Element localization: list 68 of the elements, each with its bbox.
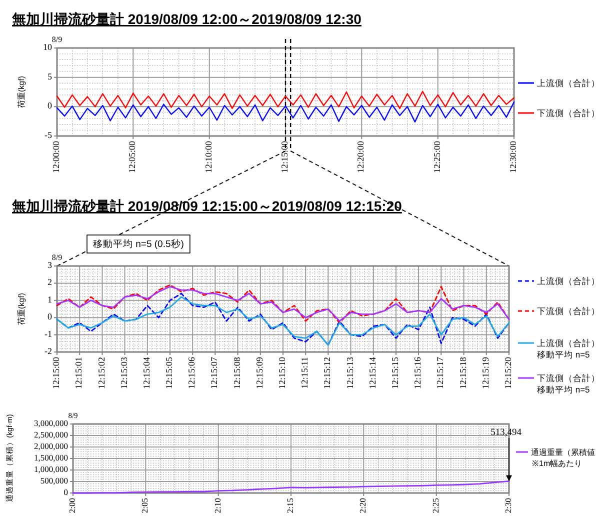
y-tick-label: -1 [44,328,52,339]
legend-label: 下流側（合計） [537,108,600,118]
x-tick-label: 12:15:16 [412,356,423,390]
y-tick-label: 10 [43,42,52,52]
y-tick-label: 0 [48,312,52,322]
y-tick-label: 1,500,000 [34,452,68,462]
x-tick-label: 12:15:04 [141,356,152,390]
x-tick-label: 12:15:13 [344,356,355,390]
x-tick-label: 12:15:14 [367,356,378,390]
y-tick-label: 2,000,000 [34,440,68,451]
x-tick-label: 2:15 [284,498,295,514]
y-axis-title: 荷重(kgf) [17,76,26,108]
x-tick-label: 12:15:10 [277,356,288,390]
x-tick-label: 12:15:20 [503,356,514,390]
y-tick-label: 5 [48,71,52,82]
x-tick-label: 12:15:18 [458,356,468,390]
y-tick-label: 1,000,000 [34,464,68,474]
x-tick-label: 12:15:09 [254,356,264,390]
legend-label: 下流側（合計） [537,306,600,316]
x-tick-label: 12:15:19 [480,356,490,390]
text: 8/9 [52,35,62,44]
annotation: 513,494 [490,428,522,438]
x-tick-label: 12:15:06 [186,356,197,390]
legend-label: 通過重量（累積値 [531,448,595,457]
x-tick-label: 12:00:00 [51,140,62,174]
x-tick-label: 12:15:02 [96,357,106,390]
x-tick-label: 2:10 [212,498,222,514]
y-tick-label: 3 [48,260,52,270]
y-tick-label: 0 [64,486,68,497]
x-tick-label: 2:30 [502,498,513,514]
text: 8/9 [52,253,62,262]
x-tick-label: 2:25 [430,498,440,514]
legend-label: 下流側（合計）移動平均 n=5 [537,373,600,394]
legend-label: 上流側（合計） [537,78,600,88]
x-tick-label: 2:20 [358,498,368,514]
x-tick-label: 12:15:08 [232,356,242,390]
line-series [56,90,515,110]
y-tick-label: 2,500,000 [34,429,68,440]
y-axis-title: 荷重(kgf) [17,292,26,325]
x-tick-label: 12:15:00 [280,140,290,174]
x-tick-label: 2:00 [66,498,77,514]
legend-label: 上流側（合計）移動平均 n=5 [537,338,600,360]
x-tick-label: 12:25:00 [432,140,442,174]
text: ※1m幅あたり [532,459,582,468]
x-tick-label: 12:10:00 [203,140,214,174]
y-tick-label: -2 [44,346,52,356]
x-tick-label: 12:05:00 [127,140,138,174]
x-tick-label: 12:15:05 [164,356,174,390]
legend-label: 上流側（合計） [537,276,600,286]
x-tick-label: 12:15:15 [390,356,400,390]
y-tick-label: 3,000,000 [34,418,68,428]
x-tick-label: 12:15:03 [118,356,129,390]
y-tick-label: -5 [44,130,52,140]
y-tick-label: 0 [48,100,52,111]
x-tick-label: 12:20:00 [356,140,366,174]
x-tick-label: 12:15:00 [51,356,62,390]
y-tick-label: 1 [48,294,52,304]
x-tick-label: 12:30:00 [508,140,518,174]
x-tick-label: 12:15:17 [435,356,446,390]
x-tick-label: 12:15:11 [300,357,310,389]
y-tick-label: 500,000 [40,475,68,486]
line-series [56,101,515,123]
x-tick-label: 12:15:01 [74,357,84,390]
x-tick-label: 12:15:07 [209,356,220,390]
x-tick-label: 2:05 [140,498,150,514]
y-tick-label: 2 [48,277,52,288]
text: 移動平均 n=5 (0.5秒) [93,238,184,250]
x-tick-label: 12:15:12 [322,357,332,390]
